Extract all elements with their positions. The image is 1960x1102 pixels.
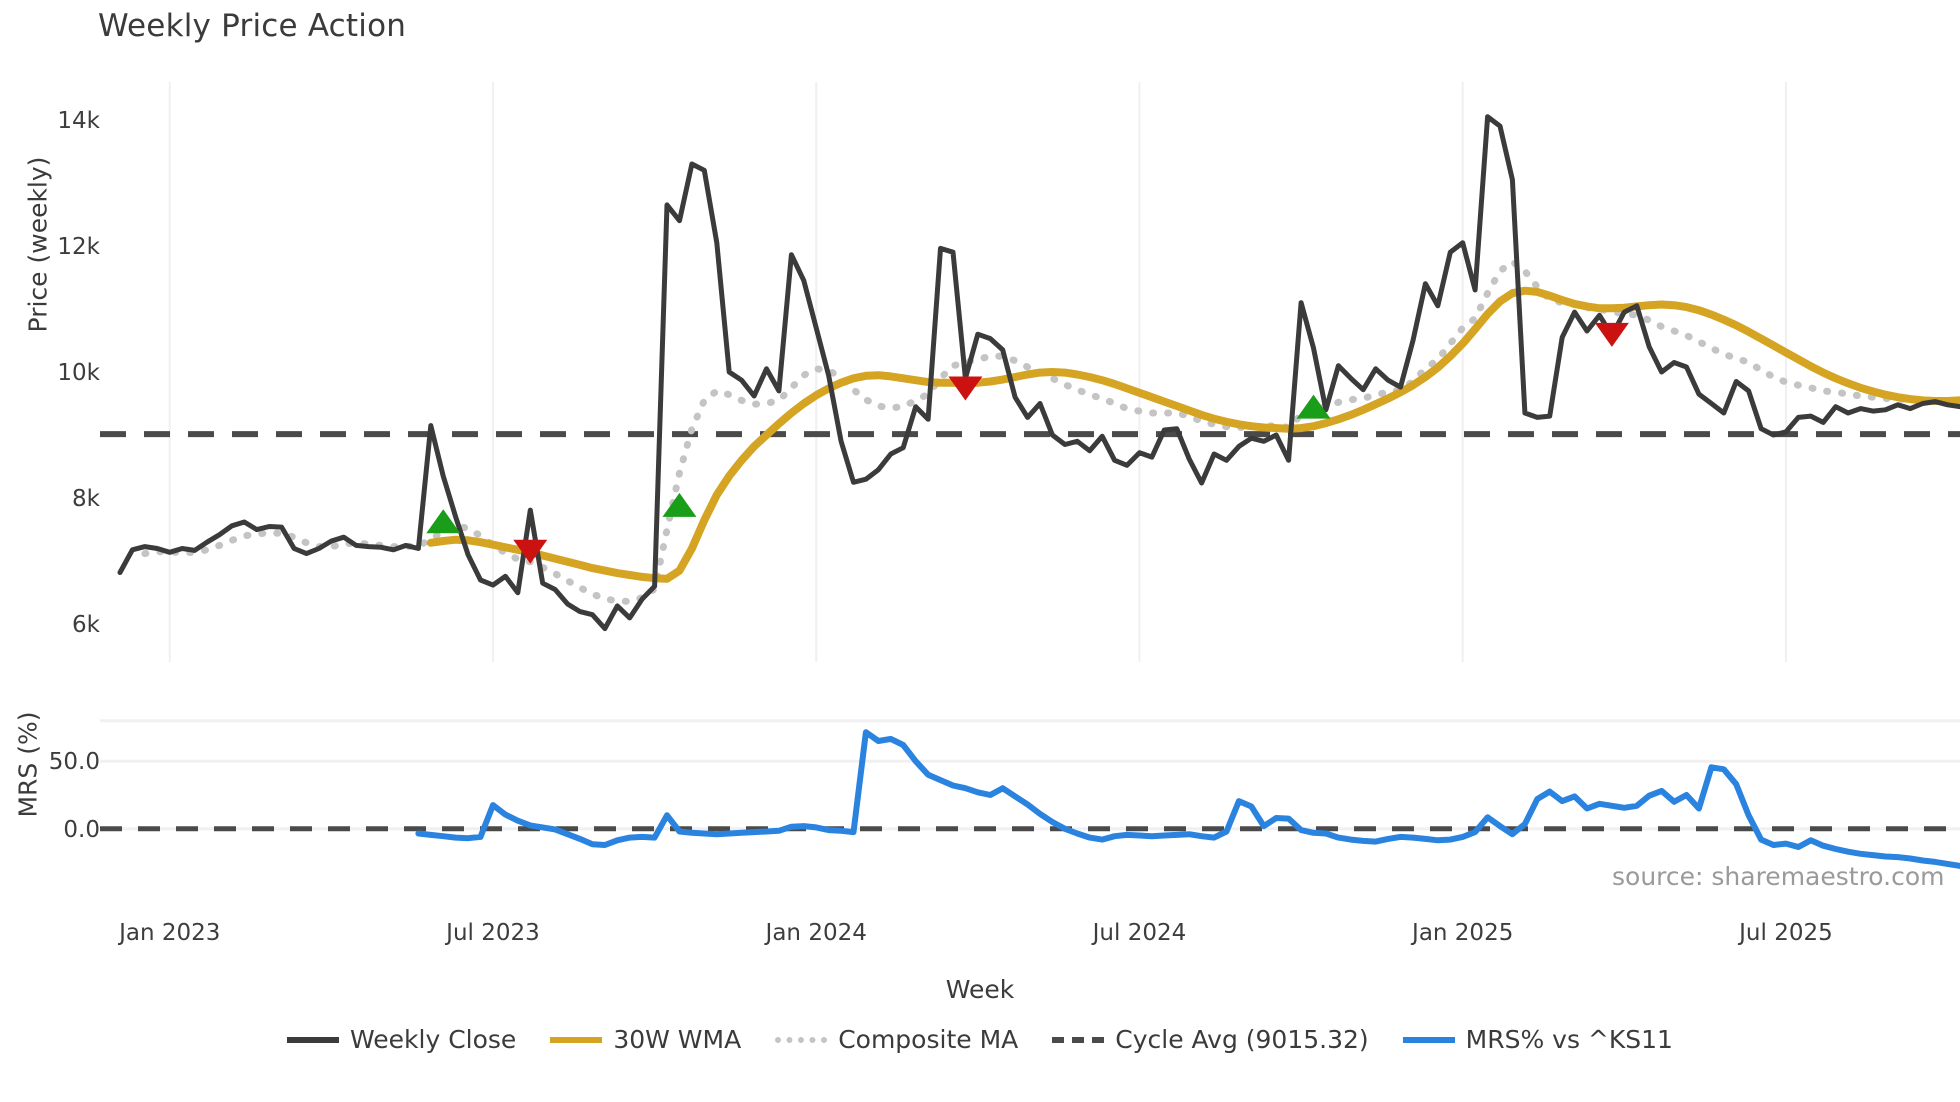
legend-label-30w-wma: 30W WMA xyxy=(613,1025,742,1054)
x-tick-5: Jul 2025 xyxy=(1737,920,1833,946)
series-line-weekly-close xyxy=(117,114,1960,632)
sell-signal-marker-3[interactable] xyxy=(948,376,983,401)
legend-item-mrs[interactable]: MRS% vs ^KS11 xyxy=(1402,1025,1673,1054)
y-tick-price-0: 6k xyxy=(72,612,101,638)
y-tick-mrs-0: 0.0 xyxy=(63,817,100,843)
buy-signal-marker-2[interactable] xyxy=(662,492,697,517)
x-tick-1: Jul 2023 xyxy=(444,920,540,946)
buy-signal-marker-0[interactable] xyxy=(426,509,461,534)
x-axis-label: Week xyxy=(945,975,1015,1004)
legend-swatch-weekly-close xyxy=(287,1036,340,1043)
x-tick-4: Jan 2025 xyxy=(1410,920,1513,946)
sell-signal-marker-1[interactable] xyxy=(513,539,548,564)
series-line-mrs-vs-ks11 xyxy=(415,729,1960,869)
x-tick-2: Jan 2024 xyxy=(764,920,867,946)
y-tick-price-1: 8k xyxy=(72,486,101,512)
y-tick-price-4: 14k xyxy=(57,108,100,134)
legend-label-weekly-close: Weekly Close xyxy=(350,1025,517,1054)
y-tick-price-3: 12k xyxy=(57,234,100,260)
legend-label-mrs: MRS% vs ^KS11 xyxy=(1465,1025,1673,1054)
x-tick-3: Jul 2024 xyxy=(1091,920,1187,946)
y-tick-mrs-1: 50.0 xyxy=(49,749,100,775)
chart-legend: Weekly Close 30W WMA Composite MA Cycle … xyxy=(0,1025,1960,1054)
legend-swatch-30w-wma xyxy=(550,1036,603,1043)
chart-title: Weekly Price Action xyxy=(98,8,407,44)
legend-swatch-mrs xyxy=(1402,1036,1455,1043)
y-tick-price-2: 10k xyxy=(57,360,100,386)
legend-swatch-cycle-avg xyxy=(1052,1036,1105,1043)
legend-item-composite-ma[interactable]: Composite MA xyxy=(775,1025,1018,1054)
series-line-30w-wma xyxy=(426,286,1960,583)
legend-item-weekly-close[interactable]: Weekly Close xyxy=(287,1025,516,1054)
legend-label-cycle-avg: Cycle Avg (9015.32) xyxy=(1115,1025,1369,1054)
x-tick-0: Jan 2023 xyxy=(117,920,220,946)
legend-item-30w-wma[interactable]: 30W WMA xyxy=(550,1025,741,1054)
sell-signal-marker-5[interactable] xyxy=(1594,322,1629,347)
legend-swatch-composite-ma xyxy=(775,1036,828,1043)
legend-item-cycle-avg[interactable]: Cycle Avg (9015.32) xyxy=(1052,1025,1369,1054)
legend-label-composite-ma: Composite MA xyxy=(838,1025,1019,1054)
buy-signal-marker-4[interactable] xyxy=(1296,394,1331,419)
